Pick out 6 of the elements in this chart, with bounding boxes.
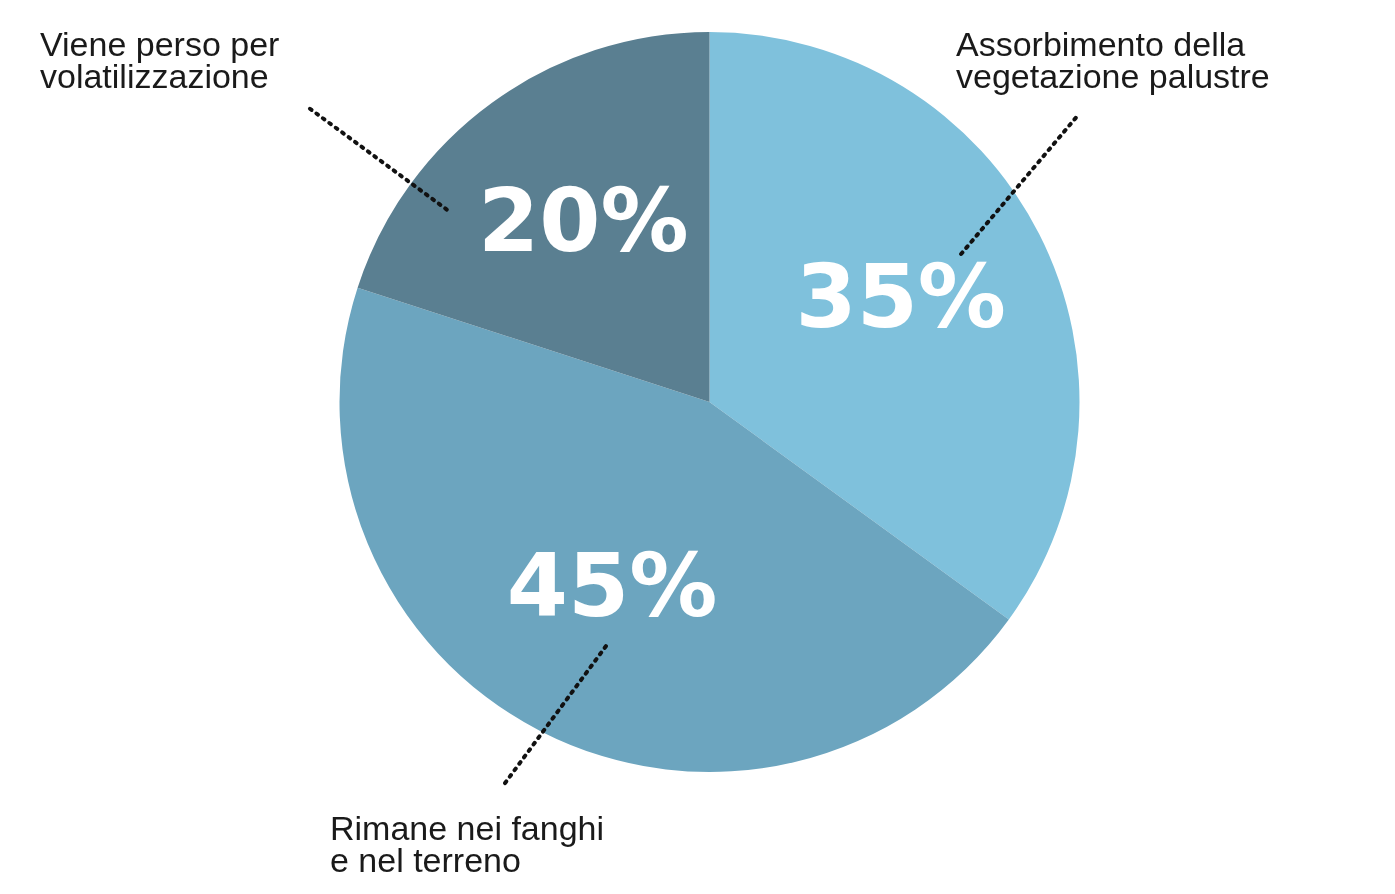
slice-label: Assorbimento della vegetazione palustre <box>956 25 1270 96</box>
slice-label: Rimane nei fanghi e nel terreno <box>330 809 605 880</box>
data-label: 20% <box>478 169 689 273</box>
slice-label: Viene perso per volatilizzazione <box>40 25 280 96</box>
data-label: 45% <box>506 534 718 638</box>
data-label: 35% <box>795 245 1007 349</box>
